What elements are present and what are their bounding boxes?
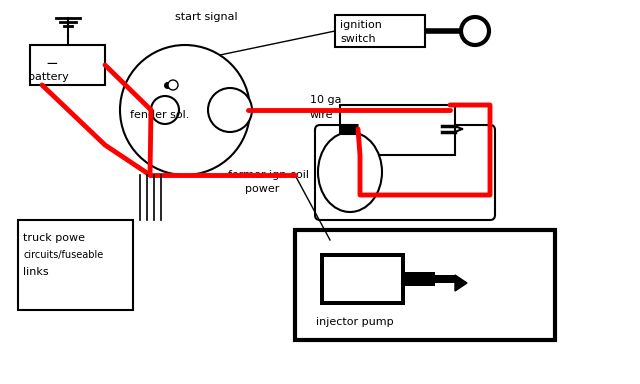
Text: links: links (23, 267, 49, 277)
Text: truck powe: truck powe (23, 233, 85, 243)
Text: −: − (45, 56, 58, 71)
Polygon shape (455, 275, 467, 291)
Text: former ign coil: former ign coil (228, 170, 309, 180)
Bar (405, 272, 435, 286)
Bar (435, 275, 455, 283)
Text: fender sol.: fender sol. (131, 110, 189, 120)
Bar (295, 230, 555, 340)
Circle shape (151, 96, 179, 124)
Bar (324, 257, 401, 301)
Text: power: power (245, 184, 280, 194)
Bar (335, 15, 425, 47)
Circle shape (208, 88, 252, 132)
Bar (18, 220, 133, 310)
Text: battery: battery (28, 72, 68, 82)
Text: wire: wire (310, 110, 333, 120)
Bar (320, 253, 405, 305)
Text: injector pump: injector pump (316, 317, 394, 327)
Circle shape (461, 17, 489, 45)
FancyBboxPatch shape (315, 125, 495, 220)
Circle shape (168, 80, 178, 90)
Bar (340, 105, 455, 155)
Text: switch: switch (340, 34, 376, 44)
Circle shape (120, 45, 250, 175)
Ellipse shape (318, 132, 382, 212)
Text: circuits/fuseable: circuits/fuseable (23, 250, 103, 260)
Bar (30, 45, 105, 85)
Text: 10 ga: 10 ga (310, 95, 342, 105)
Text: ignition: ignition (340, 20, 382, 30)
Text: start signal: start signal (175, 12, 237, 22)
